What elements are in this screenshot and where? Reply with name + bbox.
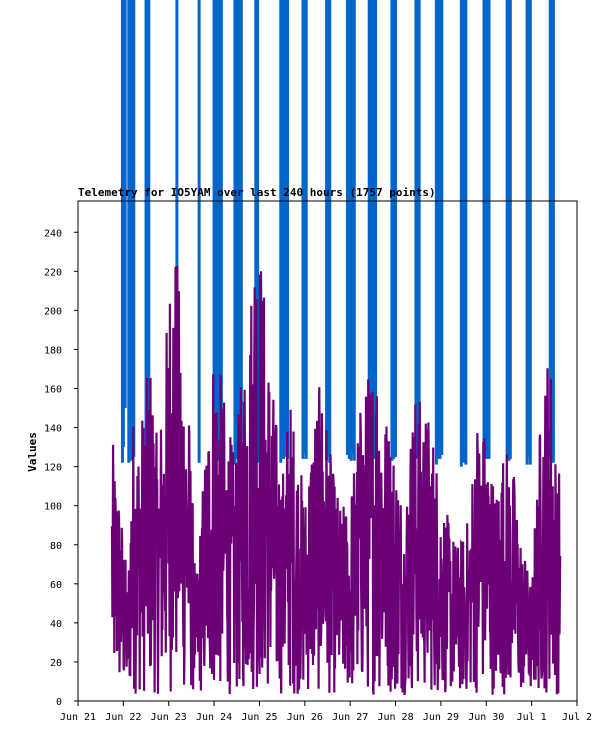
y-tick-label: 120 xyxy=(44,463,62,474)
y-tick-label: 20 xyxy=(50,658,62,669)
y-tick-label: 240 xyxy=(44,228,62,239)
y-tick-label: 60 xyxy=(50,580,62,591)
x-tick-label: Jun 28 xyxy=(377,712,413,723)
y-tick-label: 80 xyxy=(50,541,62,552)
y-tick-label: 200 xyxy=(44,306,62,317)
x-tick-label: Jun 26 xyxy=(287,712,323,723)
x-tick-label: Jul 2 xyxy=(562,712,592,723)
x-tick-label: Jun 21 xyxy=(60,712,96,723)
x-tick-label: Jun 30 xyxy=(468,712,504,723)
x-tick-label: Jul 1 xyxy=(517,712,547,723)
y-tick-label: 40 xyxy=(50,619,62,630)
x-tick-label: Jun 25 xyxy=(241,712,277,723)
chart-title: Telemetry for IO5YAM over last 240 hours… xyxy=(78,186,436,199)
y-tick-label: 100 xyxy=(44,502,62,513)
x-tick-label: Jun 23 xyxy=(151,712,187,723)
plot-frame xyxy=(77,200,578,702)
axes: 0 20 40 60 80 100 120 140 160 180 200 220 240 Jun 21 J… xyxy=(44,200,592,723)
y-tick-label: 160 xyxy=(44,385,62,396)
x-tick-label: Jun 22 xyxy=(105,712,141,723)
y-tick-label: 140 xyxy=(44,424,62,435)
plot-area xyxy=(110,0,562,696)
x-tick-label: Jun 29 xyxy=(423,712,459,723)
y-axis-title: Values xyxy=(26,432,39,472)
y-tick-label: 220 xyxy=(44,267,62,278)
x-tick-label: Jun 27 xyxy=(332,712,368,723)
purple-series-line xyxy=(110,266,562,696)
y-tick-label: 0 xyxy=(56,697,62,708)
x-tick-label: Jun 24 xyxy=(196,712,232,723)
y-tick-label: 180 xyxy=(44,345,62,356)
